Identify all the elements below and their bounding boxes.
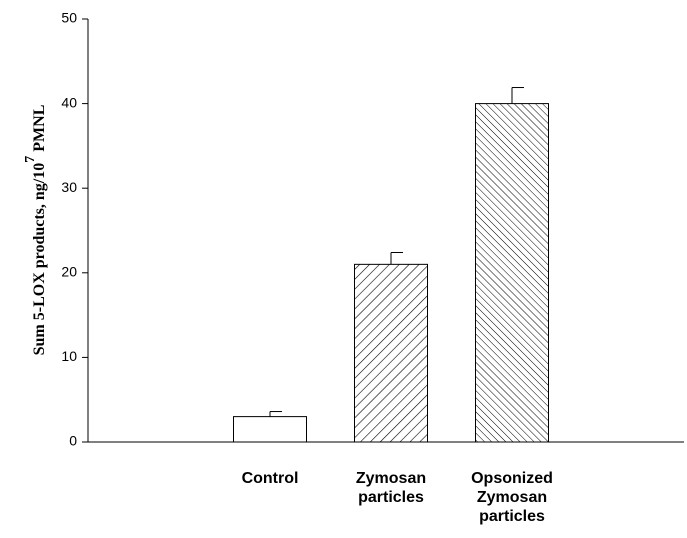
y-axis-label-text: Sum 5-LOX products, ng/10: [31, 163, 48, 356]
y-tick-label: 30: [61, 179, 77, 195]
bar: [233, 416, 307, 443]
y-axis-label-superscript: 7: [23, 156, 38, 163]
x-tick-label: Opsonized Zymosan particles: [471, 470, 553, 525]
x-tick-label: Zymosan particles: [355, 470, 427, 506]
y-axis-label: Sum 5-LOX products, ng/107 PMNL: [23, 105, 47, 356]
y-axis-label-suffix: PMNL: [31, 105, 48, 152]
y-tick-label: 20: [61, 264, 77, 280]
y-tick-label: 40: [61, 94, 77, 110]
y-tick-label: 0: [69, 433, 77, 449]
bar: [475, 103, 549, 443]
x-tick-label: Control: [241, 470, 299, 487]
bar: [354, 263, 428, 443]
y-tick-label: 50: [61, 10, 77, 26]
y-tick-label: 10: [61, 348, 77, 364]
